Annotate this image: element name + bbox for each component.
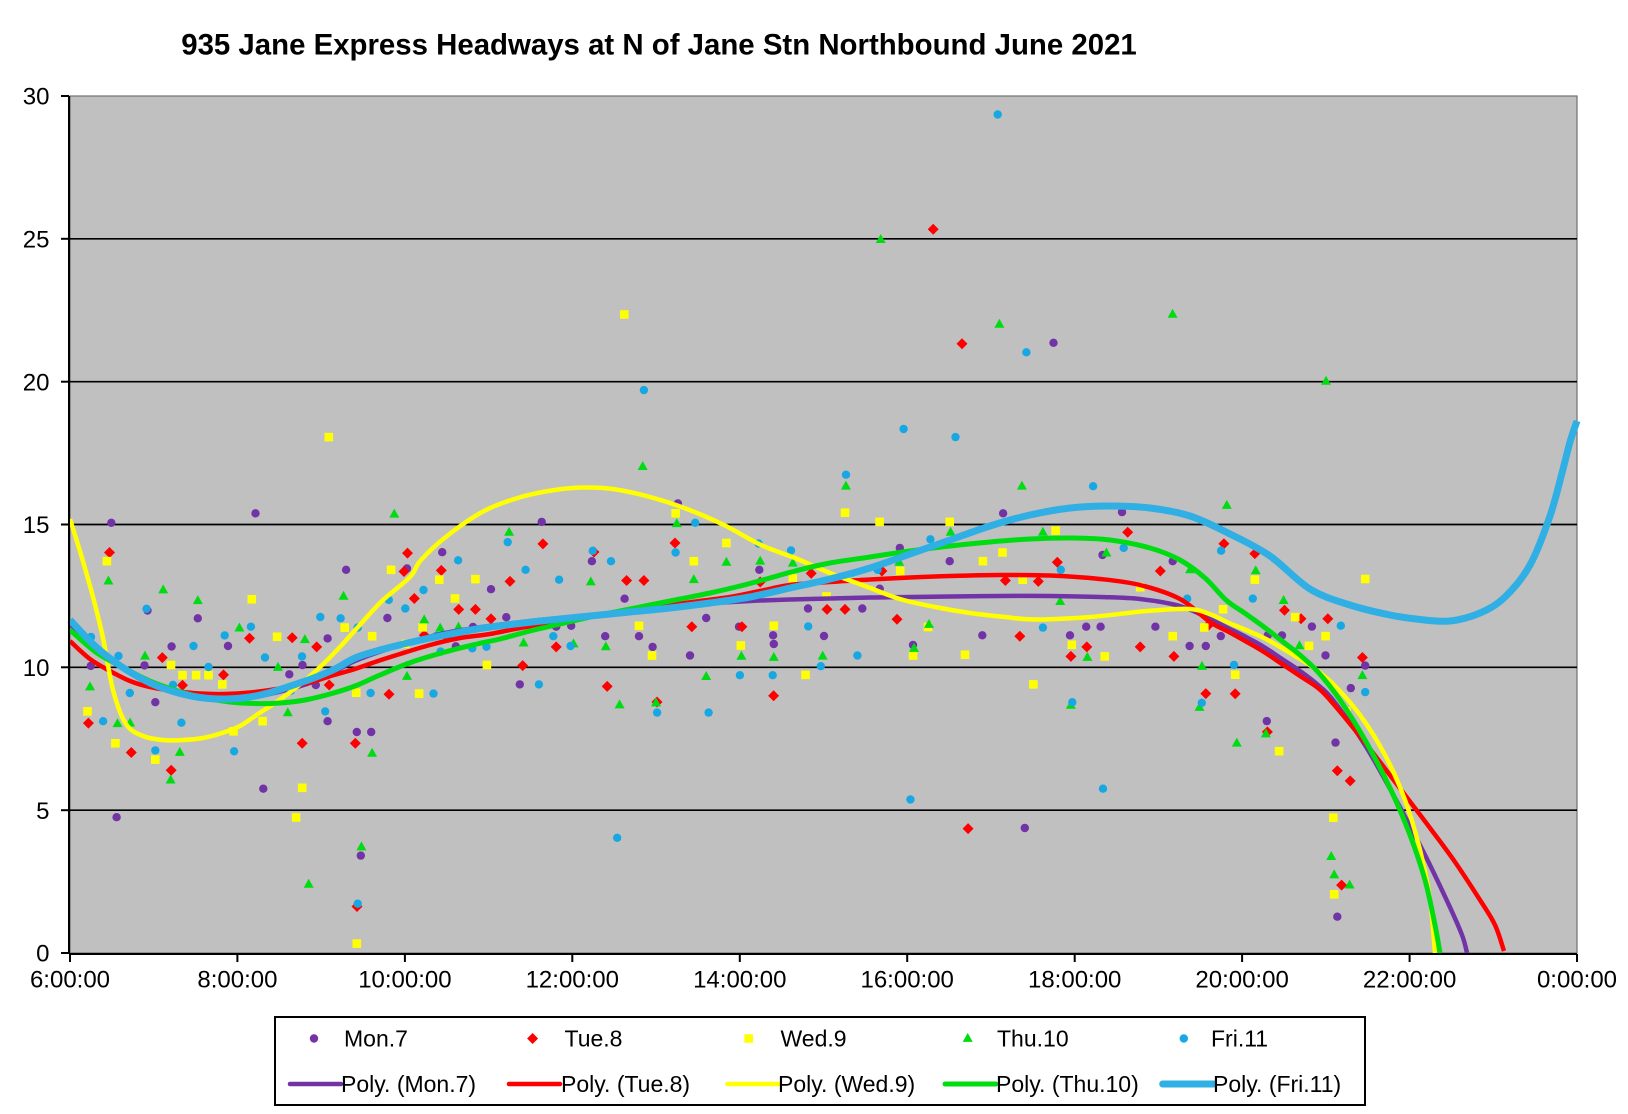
svg-text:Poly. (Wed.9): Poly. (Wed.9) xyxy=(778,1071,915,1097)
svg-text:18:00:00: 18:00:00 xyxy=(1028,967,1121,994)
svg-text:5: 5 xyxy=(36,798,49,825)
svg-text:12:00:00: 12:00:00 xyxy=(526,967,619,994)
svg-text:16:00:00: 16:00:00 xyxy=(860,967,953,994)
svg-text:14:00:00: 14:00:00 xyxy=(693,967,786,994)
svg-text:Poly. (Tue.8): Poly. (Tue.8) xyxy=(561,1071,690,1097)
svg-text:935 Jane Express Headways at N: 935 Jane Express Headways at N of Jane S… xyxy=(181,29,1137,62)
svg-text:8:00:00: 8:00:00 xyxy=(197,967,277,994)
svg-text:Mon.7: Mon.7 xyxy=(344,1026,408,1052)
svg-text:10: 10 xyxy=(23,655,50,682)
svg-text:Poly. (Mon.7): Poly. (Mon.7) xyxy=(341,1071,476,1097)
svg-text:0: 0 xyxy=(36,941,49,968)
svg-text:Thu.10: Thu.10 xyxy=(997,1026,1069,1052)
svg-text:22:00:00: 22:00:00 xyxy=(1363,967,1456,994)
svg-text:Tue.8: Tue.8 xyxy=(565,1026,623,1052)
svg-text:20: 20 xyxy=(23,369,50,396)
svg-text:Poly. (Thu.10): Poly. (Thu.10) xyxy=(996,1071,1139,1097)
svg-text:15: 15 xyxy=(23,512,50,539)
svg-text:Fri.11: Fri.11 xyxy=(1211,1026,1268,1052)
svg-text:30: 30 xyxy=(23,84,50,111)
svg-text:0:00:00: 0:00:00 xyxy=(1537,967,1617,994)
svg-text:6:00:00: 6:00:00 xyxy=(30,967,110,994)
svg-text:Poly. (Fri.11): Poly. (Fri.11) xyxy=(1213,1071,1341,1097)
svg-text:10:00:00: 10:00:00 xyxy=(358,967,451,994)
svg-text:20:00:00: 20:00:00 xyxy=(1195,967,1288,994)
svg-text:25: 25 xyxy=(23,227,50,254)
svg-text:Wed.9: Wed.9 xyxy=(781,1026,847,1052)
